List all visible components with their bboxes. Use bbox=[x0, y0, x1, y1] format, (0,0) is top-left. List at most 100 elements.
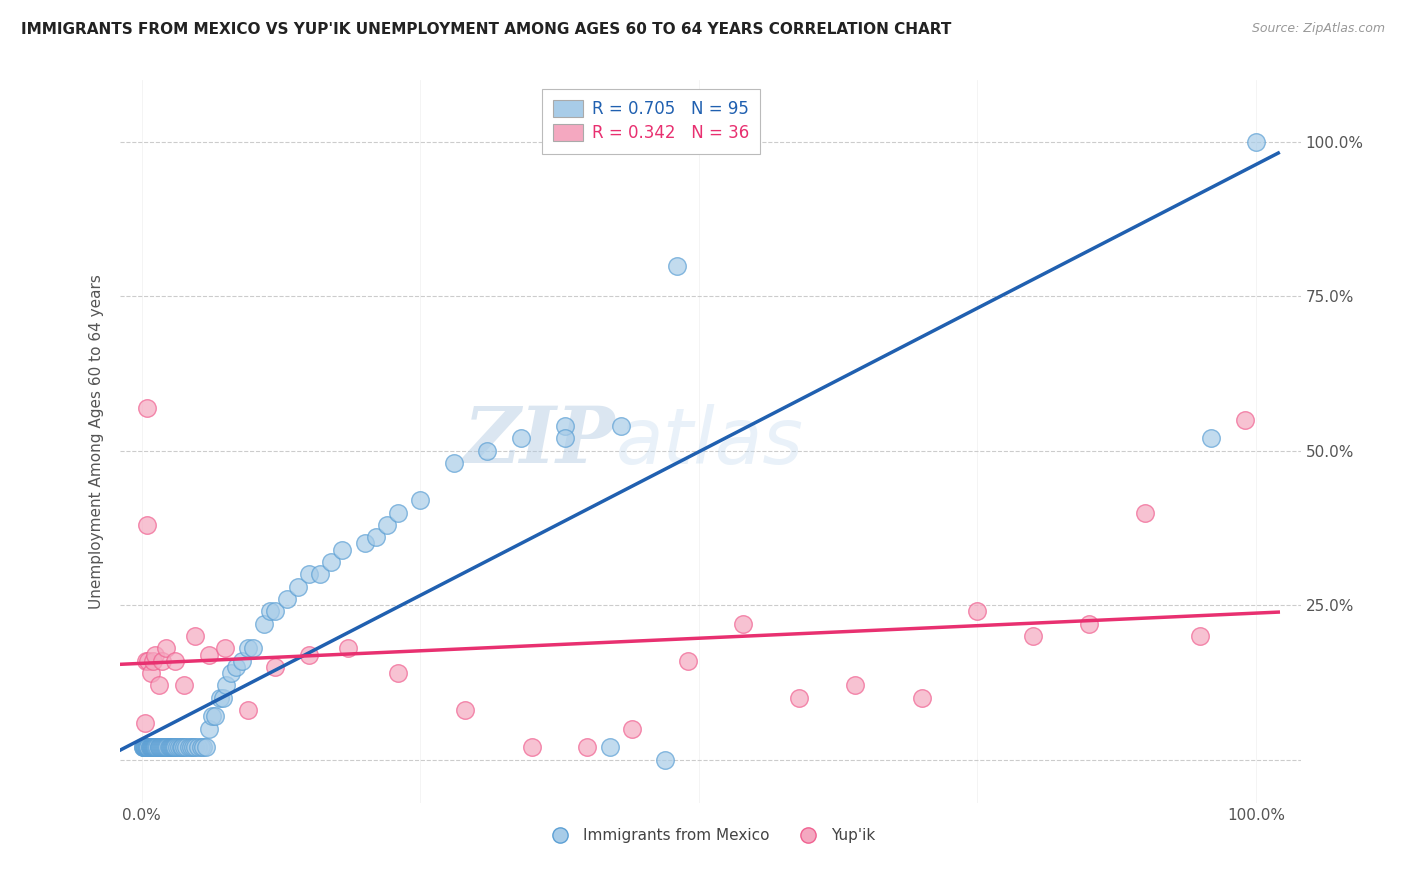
Point bbox=[142, 654, 165, 668]
Point bbox=[163, 740, 186, 755]
Point bbox=[1133, 506, 1156, 520]
Point bbox=[253, 616, 276, 631]
Point bbox=[142, 740, 165, 755]
Point bbox=[136, 740, 159, 755]
Point bbox=[554, 432, 576, 446]
Point bbox=[509, 432, 531, 446]
Point bbox=[148, 740, 170, 755]
Point bbox=[231, 654, 253, 668]
Point bbox=[184, 740, 207, 755]
Point bbox=[143, 740, 166, 755]
Point bbox=[676, 654, 699, 668]
Point bbox=[160, 740, 183, 755]
Point bbox=[1233, 413, 1256, 427]
Text: atlas: atlas bbox=[616, 403, 803, 480]
Point bbox=[156, 740, 179, 755]
Point bbox=[138, 740, 160, 755]
Point bbox=[190, 740, 212, 755]
Point bbox=[191, 740, 214, 755]
Point bbox=[166, 740, 188, 755]
Point bbox=[443, 456, 465, 470]
Point bbox=[665, 259, 688, 273]
Y-axis label: Unemployment Among Ages 60 to 64 years: Unemployment Among Ages 60 to 64 years bbox=[89, 274, 104, 609]
Point bbox=[136, 401, 159, 415]
Point bbox=[1244, 135, 1267, 149]
Point bbox=[186, 740, 208, 755]
Point bbox=[259, 604, 281, 618]
Point bbox=[264, 604, 287, 618]
Point bbox=[170, 740, 193, 755]
Point bbox=[155, 641, 177, 656]
Point bbox=[143, 740, 166, 755]
Point bbox=[236, 641, 259, 656]
Point bbox=[150, 740, 173, 755]
Point bbox=[134, 740, 156, 755]
Point bbox=[477, 443, 499, 458]
Point bbox=[225, 660, 247, 674]
Point bbox=[264, 660, 287, 674]
Point bbox=[136, 740, 159, 755]
Point bbox=[195, 740, 218, 755]
Point bbox=[173, 740, 195, 755]
Point bbox=[184, 629, 207, 643]
Point bbox=[138, 740, 160, 755]
Point bbox=[153, 740, 176, 755]
Point bbox=[132, 740, 155, 755]
Point bbox=[242, 641, 264, 656]
Point bbox=[170, 740, 193, 755]
Point bbox=[336, 641, 359, 656]
Point bbox=[149, 740, 172, 755]
Point bbox=[654, 753, 676, 767]
Point bbox=[844, 678, 866, 692]
Point bbox=[165, 654, 187, 668]
Text: Source: ZipAtlas.com: Source: ZipAtlas.com bbox=[1251, 22, 1385, 36]
Point bbox=[215, 678, 238, 692]
Point bbox=[159, 740, 181, 755]
Point bbox=[135, 740, 157, 755]
Point bbox=[152, 740, 174, 755]
Point bbox=[138, 654, 160, 668]
Point bbox=[214, 641, 236, 656]
Point bbox=[145, 740, 167, 755]
Legend: Immigrants from Mexico, Yup'ik: Immigrants from Mexico, Yup'ik bbox=[538, 822, 882, 849]
Point bbox=[787, 690, 810, 705]
Point bbox=[219, 666, 242, 681]
Point bbox=[321, 555, 343, 569]
Point bbox=[177, 740, 200, 755]
Point bbox=[298, 567, 321, 582]
Point bbox=[139, 740, 162, 755]
Point bbox=[165, 740, 187, 755]
Point bbox=[375, 517, 398, 532]
Point bbox=[134, 715, 156, 730]
Point bbox=[136, 517, 159, 532]
Point bbox=[554, 419, 576, 434]
Point bbox=[1022, 629, 1045, 643]
Point bbox=[132, 740, 155, 755]
Point bbox=[138, 740, 160, 755]
Point bbox=[180, 740, 202, 755]
Point bbox=[135, 740, 157, 755]
Point bbox=[409, 493, 432, 508]
Point bbox=[1201, 432, 1223, 446]
Point bbox=[204, 709, 226, 723]
Point bbox=[143, 740, 166, 755]
Point bbox=[134, 740, 156, 755]
Point bbox=[142, 740, 165, 755]
Point bbox=[141, 740, 163, 755]
Point bbox=[298, 648, 321, 662]
Text: ZIP: ZIP bbox=[464, 403, 616, 480]
Point bbox=[134, 740, 156, 755]
Point bbox=[387, 506, 409, 520]
Point bbox=[136, 740, 159, 755]
Point bbox=[150, 654, 173, 668]
Point bbox=[576, 740, 599, 755]
Point bbox=[599, 740, 621, 755]
Point bbox=[132, 740, 155, 755]
Point bbox=[162, 740, 184, 755]
Point bbox=[159, 740, 181, 755]
Point bbox=[176, 740, 198, 755]
Point bbox=[139, 666, 162, 681]
Point bbox=[146, 740, 169, 755]
Point bbox=[132, 740, 155, 755]
Point bbox=[610, 419, 633, 434]
